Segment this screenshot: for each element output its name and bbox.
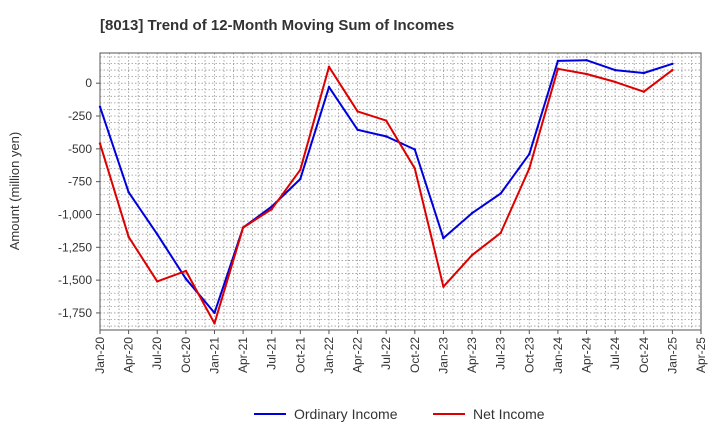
data-point-ordinary-income xyxy=(127,191,130,194)
x-tick-label: Apr-24 xyxy=(580,337,594,373)
data-point-net-income xyxy=(270,208,273,211)
series-lines xyxy=(98,59,674,325)
data-point-ordinary-income xyxy=(613,68,617,72)
data-point-ordinary-income xyxy=(98,105,102,109)
grid xyxy=(100,53,701,330)
data-point-net-income xyxy=(470,254,474,257)
y-tick-label: -750 xyxy=(68,175,92,189)
data-point-net-income xyxy=(156,280,159,283)
y-tick-label: 0 xyxy=(85,76,92,90)
x-tick-label: Jul-21 xyxy=(265,337,279,370)
x-tick-label: Jul-23 xyxy=(494,337,508,370)
x-tick-label: Jul-24 xyxy=(608,337,622,370)
x-tick-label: Oct-23 xyxy=(522,337,536,373)
data-point-net-income xyxy=(413,167,416,170)
data-point-ordinary-income xyxy=(556,59,560,63)
x-tick-label: Apr-22 xyxy=(351,337,365,373)
x-tick-label: Oct-24 xyxy=(637,337,651,373)
x-tick-label: Apr-25 xyxy=(694,337,708,373)
y-tick-label: -1,000 xyxy=(58,207,92,221)
chart-title: [8013] Trend of 12-Month Moving Sum of I… xyxy=(100,17,454,34)
data-point-net-income xyxy=(499,231,502,235)
data-point-net-income xyxy=(299,168,302,171)
x-tick-label: Jul-20 xyxy=(150,337,164,370)
data-point-ordinary-income xyxy=(356,128,359,131)
data-point-ordinary-income xyxy=(470,212,474,215)
data-point-net-income xyxy=(213,322,216,325)
y-tick-label: -1,750 xyxy=(58,306,92,320)
data-point-ordinary-income xyxy=(585,59,588,62)
x-axis-ticks: Jan-20 Apr-20 Jul-20 Oct-20 Jan-21 Apr-21 Jul-… xyxy=(93,330,708,374)
x-tick-label: Oct-20 xyxy=(179,337,193,373)
data-point-net-income xyxy=(442,285,445,288)
x-tick-label: Apr-20 xyxy=(122,337,136,373)
data-point-net-income xyxy=(98,142,102,145)
x-tick-label: Oct-22 xyxy=(408,337,422,373)
data-point-net-income xyxy=(556,67,560,71)
data-point-net-income xyxy=(127,235,130,238)
y-tick-label: -1,250 xyxy=(58,240,92,254)
y-tick-label: -1,500 xyxy=(58,273,92,287)
data-point-net-income xyxy=(241,226,245,229)
data-point-ordinary-income xyxy=(327,85,331,89)
x-tick-label: Apr-23 xyxy=(465,337,479,373)
data-point-ordinary-income xyxy=(213,311,216,315)
data-point-net-income xyxy=(585,72,588,76)
data-point-net-income xyxy=(671,68,674,72)
y-axis-ticks: 0 -250 -500 -750 -1,000 -1,250 -1,500 -1,750 xyxy=(58,76,100,320)
data-point-net-income xyxy=(184,269,188,273)
y-tick-label: -250 xyxy=(68,109,92,123)
data-point-ordinary-income xyxy=(385,135,388,138)
legend-label-net-income: Net Income xyxy=(473,406,545,422)
data-point-net-income xyxy=(642,90,645,93)
data-point-net-income xyxy=(613,80,617,84)
data-point-net-income xyxy=(327,65,331,69)
x-tick-label: Oct-21 xyxy=(293,337,307,373)
data-point-net-income xyxy=(356,110,359,113)
data-point-ordinary-income xyxy=(156,233,159,236)
data-point-ordinary-income xyxy=(413,148,416,151)
data-point-ordinary-income xyxy=(442,236,445,240)
data-point-net-income xyxy=(528,167,531,170)
y-tick-label: -500 xyxy=(68,142,92,156)
x-tick-label: Jan-21 xyxy=(207,337,221,374)
data-point-net-income xyxy=(385,119,388,122)
x-tick-label: Jul-22 xyxy=(379,337,393,370)
data-point-ordinary-income xyxy=(671,62,674,65)
x-tick-label: Jan-20 xyxy=(93,337,107,374)
data-point-ordinary-income xyxy=(642,71,645,75)
data-point-ordinary-income xyxy=(499,192,502,195)
y-axis-label: Amount (million yen) xyxy=(7,132,22,251)
legend: Ordinary Income Net Income xyxy=(254,406,545,422)
x-tick-label: Jan-22 xyxy=(322,337,336,374)
plot-frame xyxy=(99,52,702,331)
data-point-ordinary-income xyxy=(184,277,188,280)
x-tick-label: Apr-21 xyxy=(236,337,250,373)
legend-label-ordinary-income: Ordinary Income xyxy=(294,406,398,422)
x-tick-label: Jan-23 xyxy=(436,337,450,374)
data-point-ordinary-income xyxy=(528,152,531,156)
x-tick-label: Jan-25 xyxy=(665,337,679,374)
x-tick-label: Jan-24 xyxy=(551,337,565,374)
data-point-ordinary-income xyxy=(299,177,302,181)
